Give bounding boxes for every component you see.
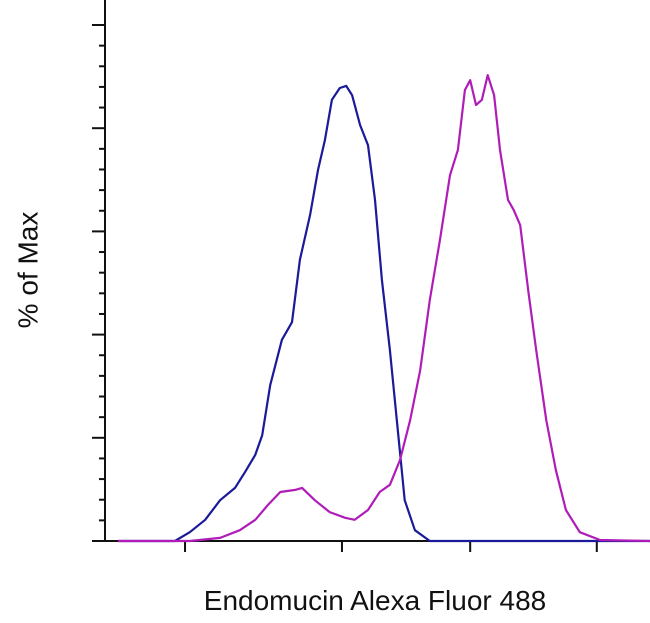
series-line [118,84,650,543]
y-axis-label: % of Max [12,212,43,329]
series-line [118,74,650,543]
x-axis-label: Endomucin Alexa Fluor 488 [204,585,546,616]
